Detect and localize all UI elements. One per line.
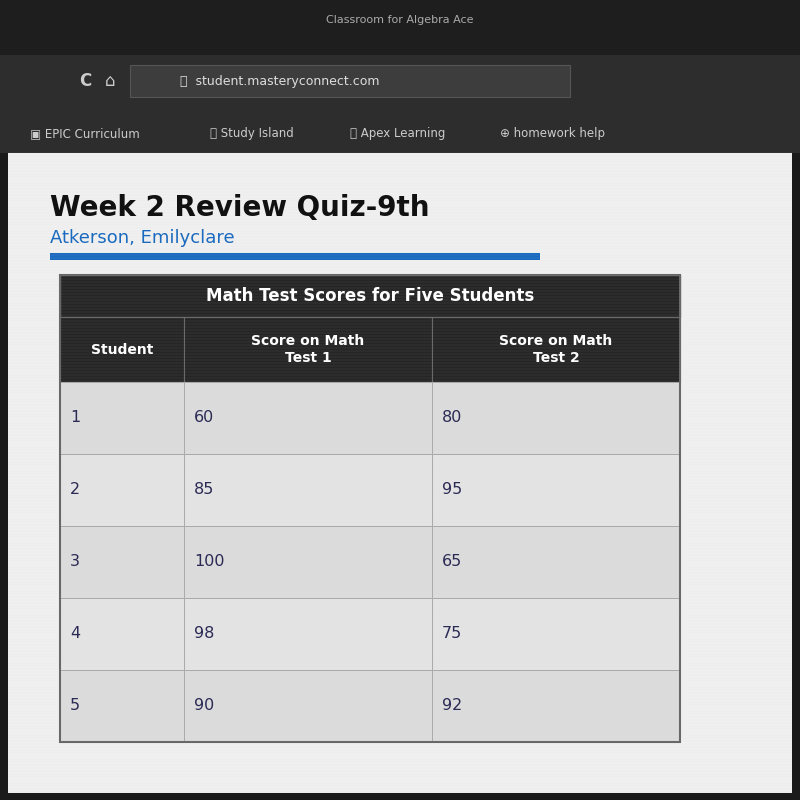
Bar	[60, 670, 184, 742]
Text: Math Test Scores for Five Students: Math Test Scores for Five Students	[206, 287, 534, 305]
Bar	[0, 793, 800, 800]
Bar	[432, 317, 680, 382]
Bar	[184, 670, 432, 742]
Bar	[432, 382, 680, 454]
Text: 2: 2	[70, 482, 80, 498]
Text: 60: 60	[194, 410, 214, 426]
Text: 75: 75	[442, 626, 462, 642]
Bar	[0, 55, 800, 115]
Bar	[60, 382, 184, 454]
Bar	[60, 275, 680, 317]
Text: Student: Student	[91, 342, 153, 357]
Text: Classroom for Algebra Ace: Classroom for Algebra Ace	[326, 15, 474, 25]
Text: 80: 80	[442, 410, 462, 426]
Bar	[432, 670, 680, 742]
Text: 3: 3	[70, 554, 80, 570]
Bar	[60, 598, 184, 670]
Text: Week 2 Review Quiz-9th: Week 2 Review Quiz-9th	[50, 194, 430, 222]
Bar	[0, 115, 800, 153]
Bar	[60, 454, 184, 526]
Bar	[130, 65, 570, 97]
Bar	[60, 317, 184, 382]
Text: C: C	[79, 72, 91, 90]
Bar	[432, 526, 680, 598]
Text: Score on Math
Test 1: Score on Math Test 1	[251, 334, 365, 365]
Text: 95: 95	[442, 482, 462, 498]
Text: 📘 Apex Learning: 📘 Apex Learning	[350, 127, 446, 141]
Text: 1: 1	[70, 410, 80, 426]
Bar	[184, 526, 432, 598]
Bar	[60, 275, 680, 742]
Bar	[184, 454, 432, 526]
Bar	[184, 382, 432, 454]
Text: 🌿 Study Island: 🌿 Study Island	[210, 127, 294, 141]
Text: 90: 90	[194, 698, 214, 714]
Bar	[0, 0, 800, 55]
Bar	[60, 526, 184, 598]
Bar	[184, 317, 432, 382]
Bar	[50, 253, 540, 260]
Text: 98: 98	[194, 626, 214, 642]
Text: 🔒  student.masteryconnect.com: 🔒 student.masteryconnect.com	[180, 74, 379, 87]
Text: Score on Math
Test 2: Score on Math Test 2	[499, 334, 613, 365]
Bar	[184, 598, 432, 670]
Text: 85: 85	[194, 482, 214, 498]
Text: ⊕ homework help: ⊕ homework help	[500, 127, 605, 141]
Bar	[8, 153, 792, 793]
Text: ⌂: ⌂	[105, 72, 115, 90]
Bar	[432, 598, 680, 670]
Text: 92: 92	[442, 698, 462, 714]
Text: 100: 100	[194, 554, 225, 570]
Text: ▣ EPIC Curriculum: ▣ EPIC Curriculum	[30, 127, 140, 141]
Text: 65: 65	[442, 554, 462, 570]
Text: 5: 5	[70, 698, 80, 714]
Bar	[432, 454, 680, 526]
Text: 4: 4	[70, 626, 80, 642]
Text: Atkerson, Emilyclare: Atkerson, Emilyclare	[50, 229, 234, 247]
